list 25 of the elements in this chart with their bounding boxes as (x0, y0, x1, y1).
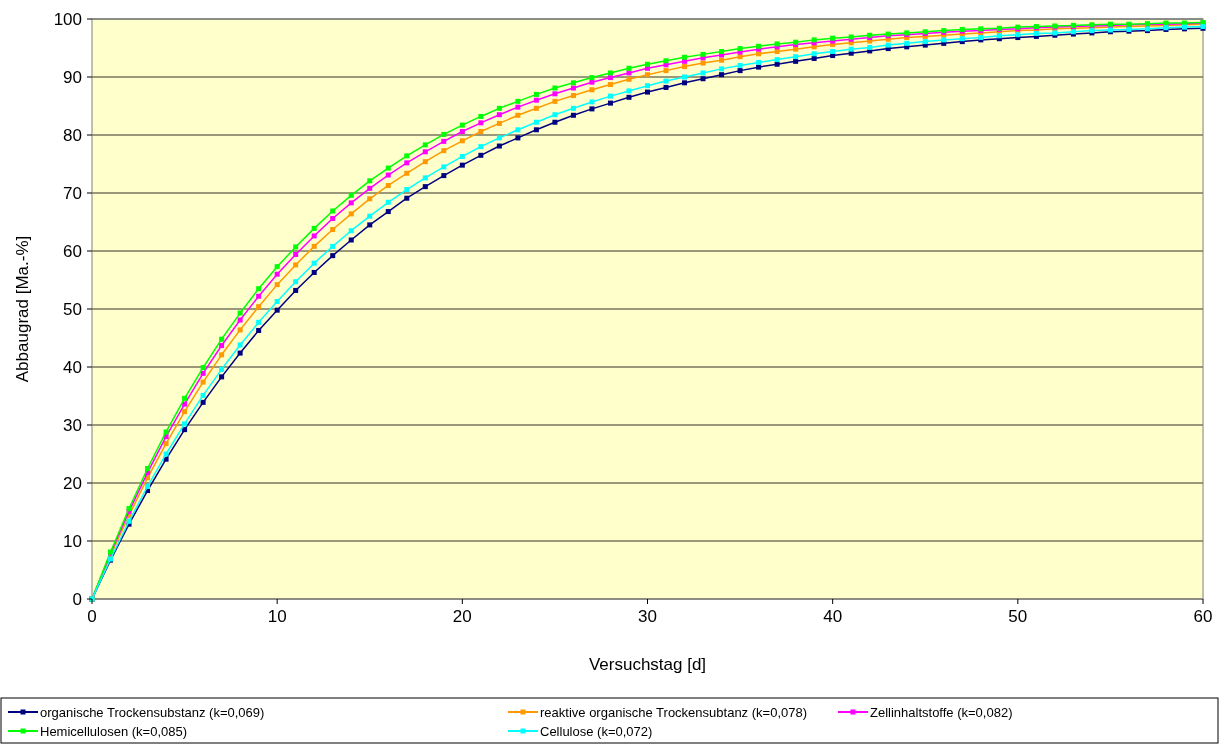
y-tick-label: 80 (63, 126, 82, 145)
y-tick-label: 30 (63, 416, 82, 435)
y-tick-label: 70 (63, 184, 82, 203)
y-tick-label: 100 (53, 10, 82, 29)
y-tick-label: 90 (63, 68, 82, 87)
x-tick-label: 40 (823, 607, 843, 626)
x-tick-label: 10 (267, 607, 287, 626)
x-tick-label: 20 (452, 607, 472, 626)
y-tick-label: 50 (63, 300, 82, 319)
legend-label: Cellulose (k=0,072) (540, 724, 653, 739)
x-tick-label: 0 (87, 607, 97, 626)
x-tick-label: 30 (638, 607, 657, 626)
legend-label: reaktive organische Trockensubtanz (k=0,078) (540, 705, 808, 720)
x-tick-label: 60 (1193, 607, 1213, 626)
x-axis-title: Versuchstag [d] (588, 655, 707, 674)
y-tick-label: 20 (63, 474, 82, 493)
y-tick-label: 10 (63, 532, 82, 551)
legend-label: Zellinhaltstoffe (k=0,082) (870, 705, 1013, 720)
y-tick-label: 40 (63, 358, 82, 377)
legend-label: Hemicellulosen (k=0,085) (40, 724, 188, 739)
legend-label: organische Trockensubstanz (k=0,069) (40, 705, 265, 720)
y-axis-title: Abbaugrad [Ma.-%] (13, 235, 32, 383)
y-tick-label: 0 (72, 590, 82, 609)
x-tick-label: 50 (1008, 607, 1028, 626)
y-tick-label: 60 (63, 242, 82, 261)
